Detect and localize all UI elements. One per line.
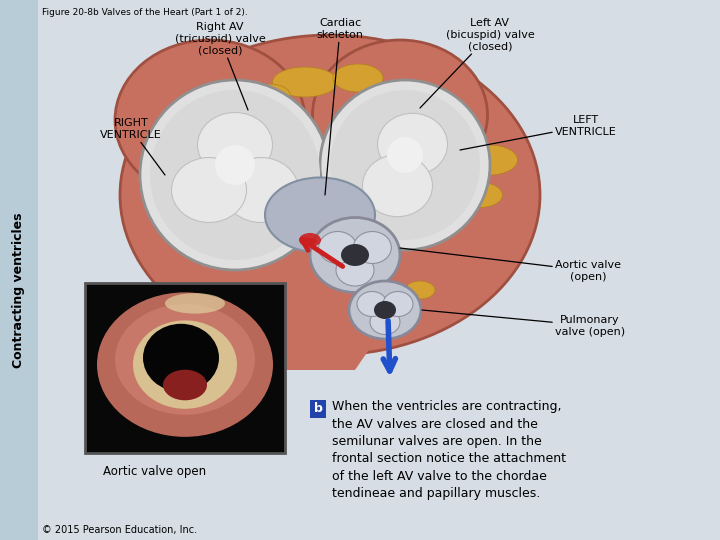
Text: Figure 20-8b Valves of the Heart (Part 1 of 2).: Figure 20-8b Valves of the Heart (Part 1… xyxy=(42,8,248,17)
Ellipse shape xyxy=(223,158,299,222)
Text: Aortic valve open: Aortic valve open xyxy=(103,465,206,478)
Ellipse shape xyxy=(310,218,400,293)
Text: LEFT
VENTRICLE: LEFT VENTRICLE xyxy=(460,115,617,150)
Ellipse shape xyxy=(354,232,392,264)
Ellipse shape xyxy=(197,112,272,178)
Ellipse shape xyxy=(133,320,237,409)
Ellipse shape xyxy=(383,292,413,316)
Ellipse shape xyxy=(349,281,421,339)
Ellipse shape xyxy=(165,293,225,314)
Ellipse shape xyxy=(115,304,255,415)
Ellipse shape xyxy=(374,301,396,319)
Ellipse shape xyxy=(299,233,321,247)
Text: When the ventricles are contracting,
the AV valves are closed and the
semilunar : When the ventricles are contracting, the… xyxy=(332,400,566,501)
Ellipse shape xyxy=(312,40,487,190)
Bar xyxy=(0,0,38,540)
Ellipse shape xyxy=(362,154,433,217)
Text: Left AV
(bicuspid) valve
(closed): Left AV (bicuspid) valve (closed) xyxy=(420,18,534,108)
Ellipse shape xyxy=(272,67,338,97)
Ellipse shape xyxy=(143,175,178,195)
Text: b: b xyxy=(314,402,323,415)
Ellipse shape xyxy=(377,113,448,176)
Polygon shape xyxy=(250,290,410,370)
Circle shape xyxy=(215,145,255,185)
Text: Right AV
(tricuspid) valve
(closed): Right AV (tricuspid) valve (closed) xyxy=(175,22,266,110)
Text: Pulmonary
valve (open): Pulmonary valve (open) xyxy=(422,310,625,336)
Text: © 2015 Pearson Education, Inc.: © 2015 Pearson Education, Inc. xyxy=(42,525,197,535)
Ellipse shape xyxy=(143,324,219,392)
Ellipse shape xyxy=(265,178,375,253)
Ellipse shape xyxy=(341,244,369,266)
Bar xyxy=(310,400,326,418)
Ellipse shape xyxy=(250,84,290,106)
Text: RIGHT
VENTRICLE: RIGHT VENTRICLE xyxy=(100,118,165,175)
Circle shape xyxy=(387,137,423,173)
Ellipse shape xyxy=(462,145,518,175)
Ellipse shape xyxy=(319,232,356,264)
Ellipse shape xyxy=(97,292,273,437)
Ellipse shape xyxy=(115,40,305,200)
Circle shape xyxy=(330,90,480,240)
Text: Contracting ventricles: Contracting ventricles xyxy=(12,212,25,368)
Text: Aortic valve
(open): Aortic valve (open) xyxy=(400,248,621,281)
Ellipse shape xyxy=(405,281,435,299)
Circle shape xyxy=(150,90,320,260)
Ellipse shape xyxy=(333,64,383,92)
Circle shape xyxy=(320,80,490,250)
Text: Cardiac
skeleton: Cardiac skeleton xyxy=(317,18,364,195)
Ellipse shape xyxy=(457,183,503,207)
Ellipse shape xyxy=(163,370,207,400)
Circle shape xyxy=(140,80,330,270)
Bar xyxy=(85,283,285,453)
Ellipse shape xyxy=(336,254,374,286)
Ellipse shape xyxy=(357,292,387,316)
Ellipse shape xyxy=(120,35,540,355)
Ellipse shape xyxy=(370,309,400,334)
Ellipse shape xyxy=(171,158,246,222)
